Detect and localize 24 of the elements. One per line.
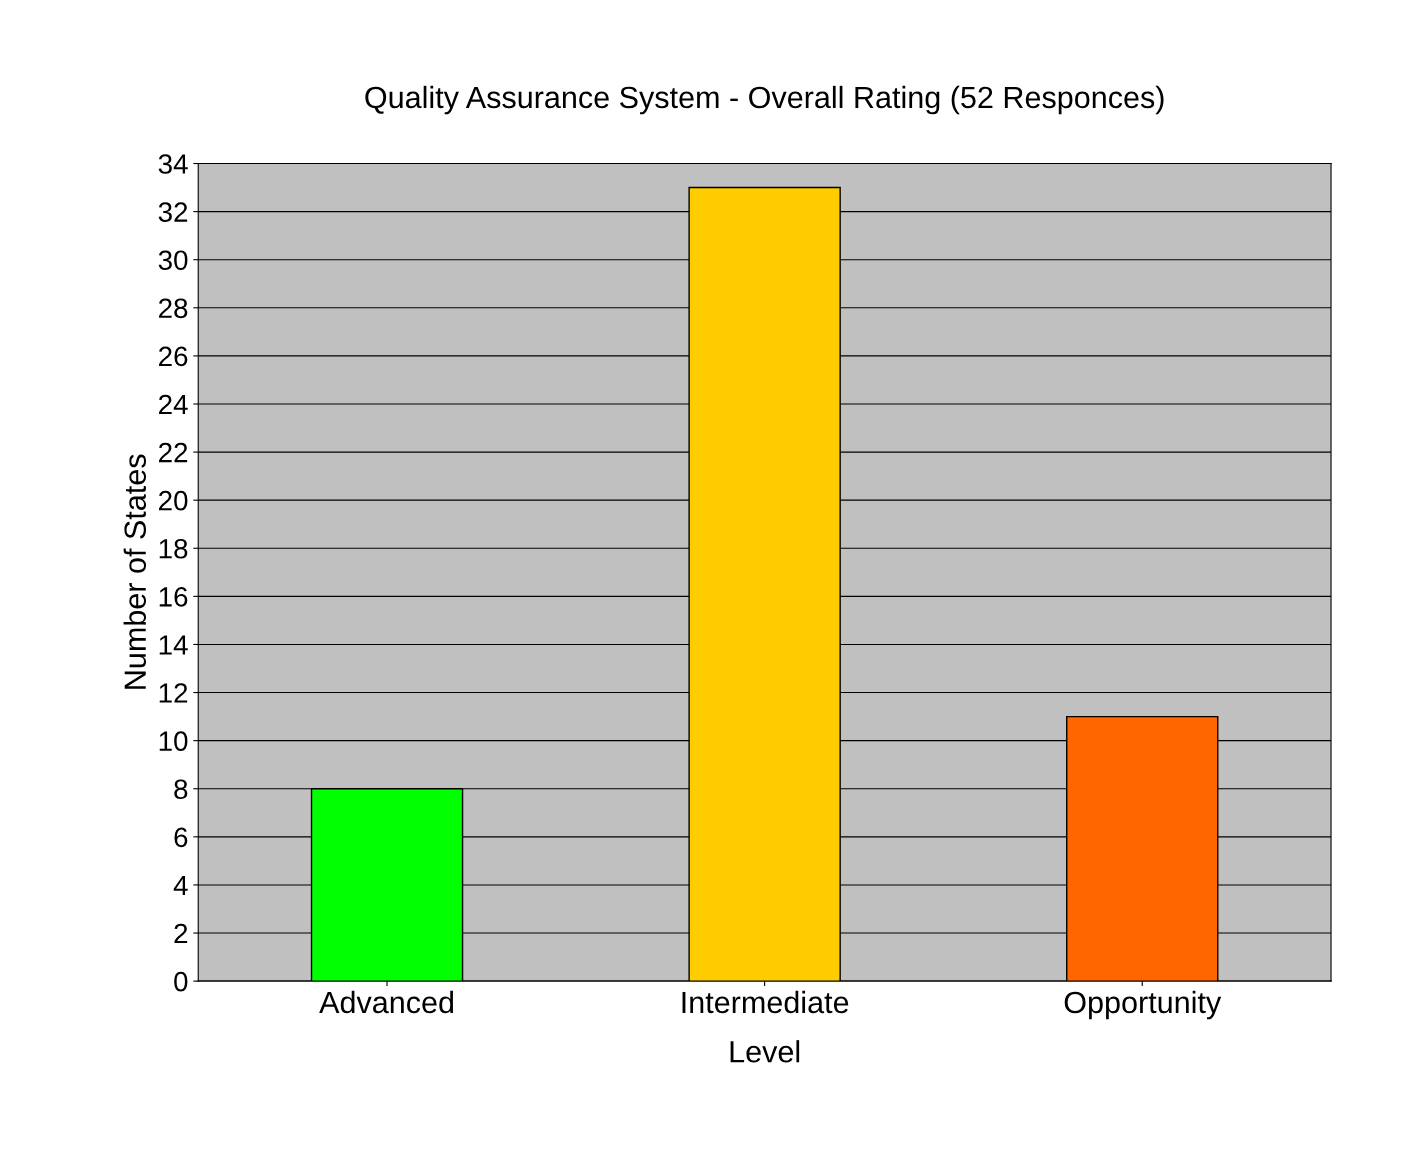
- y-tick-label: 34: [158, 154, 188, 174]
- y-tick-label: 10: [159, 731, 188, 751]
- y-tick-label: 28: [159, 298, 188, 319]
- y-tick-label: 0: [174, 971, 188, 992]
- y-tick-label: 32: [158, 202, 188, 222]
- y-tick-label: 6: [174, 827, 188, 848]
- x-tick-label: Advanced: [319, 990, 454, 1014]
- y-tick-label: 4: [173, 875, 188, 895]
- y-tick-label: 12: [159, 683, 188, 703]
- y-axis-title: Number of States: [123, 454, 147, 689]
- y-tick-label: 20: [159, 490, 188, 511]
- y-tick-label: 30: [158, 250, 188, 271]
- x-tick-label: Opportunity: [1064, 990, 1222, 1020]
- chart-title: Quality Assurance System - Overall Rating (52 Responces): [365, 85, 1164, 115]
- x-axis-title: Level: [730, 1040, 800, 1063]
- y-tick-label: 16: [159, 587, 188, 607]
- y-tick-label: 22: [159, 442, 188, 463]
- y-tick-label: 2: [174, 923, 188, 944]
- y-tick-label: 18: [159, 538, 188, 559]
- y-tick-label: 26: [159, 346, 188, 367]
- y-tick-label: 14: [159, 635, 188, 655]
- y-tick-label: 24: [159, 394, 188, 415]
- y-tick-label: 8: [174, 779, 188, 800]
- x-tick-label: Intermediate: [682, 990, 849, 1014]
